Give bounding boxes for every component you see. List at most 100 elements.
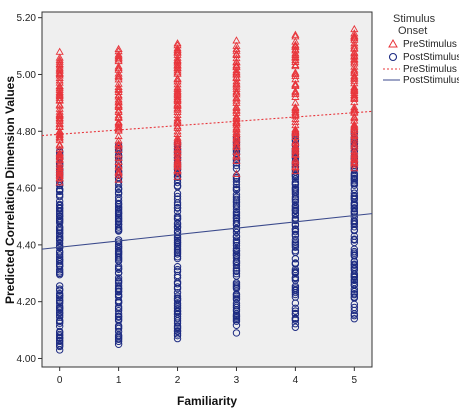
post-stimulus-point — [350, 213, 359, 221]
pre-stimulus-point — [173, 141, 182, 149]
pre-stimulus-point — [350, 83, 359, 91]
post-stimulus-point — [114, 327, 123, 336]
post-stimulus-point — [232, 321, 241, 329]
pre-stimulus-point — [350, 41, 359, 49]
pre-stimulus-point — [114, 161, 123, 169]
pre-stimulus-point — [114, 79, 123, 87]
pre-stimulus-point — [173, 117, 182, 125]
post-stimulus-point — [114, 236, 123, 244]
pre-stimulus-point — [350, 146, 359, 155]
post-stimulus-point — [114, 193, 123, 202]
pre-stimulus-point — [114, 71, 123, 79]
x-tick-label: 5 — [352, 375, 358, 386]
pre-stimulus-point — [291, 166, 300, 175]
legend-label-post-marker: PostStimulus — [403, 52, 459, 63]
pre-stimulus-point — [291, 32, 300, 40]
pre-stimulus-point — [350, 31, 359, 39]
post-stimulus-point — [350, 235, 359, 243]
pre-stimulus-point — [114, 131, 123, 140]
pre-stimulus-point — [173, 55, 182, 63]
post-stimulus-point — [173, 334, 182, 343]
pre-stimulus-point — [291, 157, 300, 165]
legend-title-line1: Stimulus — [393, 13, 436, 25]
pre-stimulus-point — [173, 159, 182, 167]
pre-stimulus-point — [232, 88, 241, 96]
pre-stimulus-point — [55, 155, 64, 163]
pre-stimulus-point — [173, 41, 182, 49]
pre-stimulus-point — [173, 136, 182, 145]
pre-stimulus-point — [55, 178, 64, 186]
pre-stimulus-point — [173, 60, 182, 68]
pre-stimulus-point — [350, 112, 359, 120]
pre-stimulus-point — [55, 57, 64, 65]
pre-stimulus-point — [55, 68, 64, 76]
pre-stimulus-point — [232, 57, 241, 65]
pre-stimulus-point — [173, 116, 182, 124]
post-stimulus-point — [291, 267, 300, 275]
pre-stimulus-point — [114, 92, 123, 100]
pre-stimulus-point — [291, 132, 300, 140]
post-stimulus-point — [291, 314, 300, 322]
pre-stimulus-point — [232, 98, 241, 106]
pre-stimulus-point — [232, 125, 241, 133]
data-markers — [55, 24, 359, 354]
post-stimulus-point — [291, 230, 300, 239]
post-stimulus-point — [55, 282, 64, 290]
y-tick-label: 4.00 — [17, 354, 37, 365]
pre-stimulus-point — [114, 73, 123, 81]
post-stimulus-point — [232, 208, 241, 216]
pre-stimulus-point — [291, 81, 300, 89]
post-stimulus-point — [114, 310, 123, 318]
pre-stimulus-point — [232, 134, 241, 142]
pre-stimulus-point — [291, 69, 300, 77]
pre-stimulus-point — [350, 48, 359, 56]
pre-stimulus-point — [55, 83, 64, 92]
y-tick-label: 4.60 — [17, 184, 37, 195]
pre-stimulus-point — [55, 149, 64, 158]
pre-stimulus-point — [114, 107, 123, 116]
pre-stimulus-point — [350, 73, 359, 81]
pre-stimulus-point — [173, 69, 182, 77]
pre-stimulus-point — [291, 61, 300, 70]
x-axis-title: Familiarity — [177, 394, 237, 408]
pre-stimulus-point — [350, 79, 359, 87]
pre-stimulus-point — [114, 97, 123, 105]
pre-stimulus-point — [55, 85, 64, 93]
post-stimulus-point — [55, 339, 64, 348]
pre-stimulus-point — [114, 62, 123, 70]
pre-stimulus-point — [55, 59, 64, 67]
pre-stimulus-point — [173, 57, 182, 65]
pre-stimulus-point — [350, 103, 359, 111]
pre-stimulus-point — [114, 47, 123, 55]
post-stimulus-point — [114, 188, 123, 197]
pre-stimulus-point — [55, 76, 64, 84]
post-stimulus-point — [173, 306, 182, 315]
post-stimulus-point — [173, 294, 182, 302]
pre-stimulus-point — [350, 59, 359, 67]
pre-stimulus-point — [232, 94, 241, 102]
pre-stimulus-point — [114, 117, 123, 126]
pre-stimulus-point — [232, 105, 241, 114]
legend-title-line2: Onset — [398, 25, 427, 37]
post-stimulus-point — [173, 292, 182, 300]
pre-stimulus-point — [173, 68, 182, 76]
post-stimulus-point — [350, 289, 359, 298]
pre-stimulus-point — [291, 109, 300, 117]
post-stimulus-point — [173, 253, 182, 261]
pre-stimulus-point — [291, 87, 300, 95]
post-stimulus-point — [114, 312, 123, 320]
pre-stimulus-point — [114, 163, 123, 171]
post-stimulus-point — [350, 303, 359, 312]
post-stimulus-point — [291, 184, 300, 192]
post-stimulus-point — [291, 307, 300, 315]
pre-stimulus-point — [114, 153, 123, 161]
pre-stimulus-point — [291, 137, 300, 145]
y-tick-label: 4.40 — [17, 240, 37, 251]
post-stimulus-point — [232, 195, 241, 204]
y-axis: 4.00 4.20 4.40 4.60 4.80 5.00 5.20 — [17, 13, 42, 365]
post-stimulus-point — [232, 193, 241, 201]
post-stimulus-point — [232, 329, 241, 337]
post-stimulus-point — [232, 161, 241, 170]
post-stimulus-point — [114, 315, 123, 323]
